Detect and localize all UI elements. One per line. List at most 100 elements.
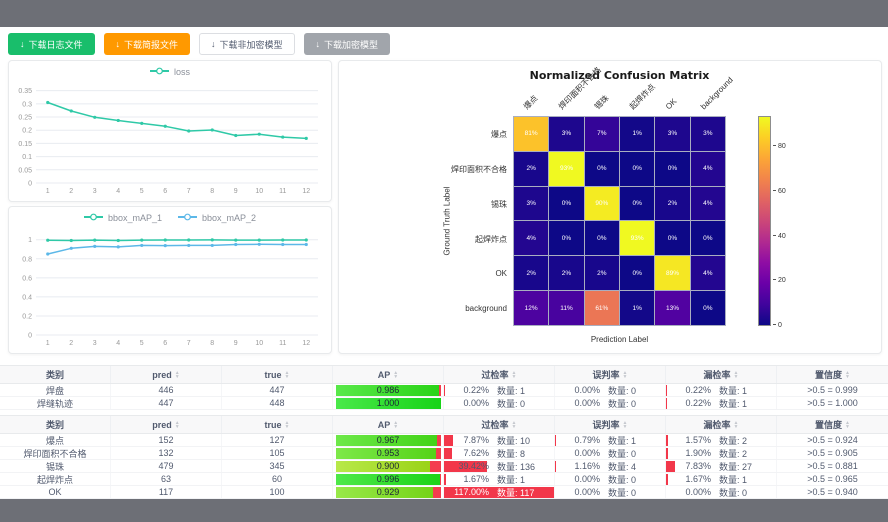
rate-cell: 1.90% 数量: 2 [666, 447, 777, 459]
sort-desc-icon: ▼ [284, 423, 290, 430]
table-row: 焊缝轨迹 447 448 1.000 0.00% 数量: 0 0.00% 数量: 0 0.22%… [0, 397, 888, 410]
download-encrypted-model-button[interactable]: ↓ 下载加密模型 [303, 33, 391, 55]
svg-text:0: 0 [28, 333, 32, 340]
matrix-cell: 2% [514, 151, 549, 186]
download-log-button[interactable]: ↓ 下载日志文件 [8, 33, 95, 55]
column-header-label: 置信度 [815, 370, 843, 380]
ap-cell: 0.967 [333, 434, 444, 446]
matrix-cell-value: 0% [632, 165, 642, 173]
class-name: 焊盘 [0, 384, 111, 396]
sort-desc-icon: ▼ [845, 373, 850, 380]
sort-icon[interactable]: ▲ ▼ [512, 370, 517, 379]
column-header-label: AP [377, 369, 391, 380]
svg-text:11: 11 [279, 340, 286, 347]
sort-icon[interactable]: ▲ ▼ [734, 420, 739, 429]
sort-icon[interactable]: ▲ ▼ [623, 420, 628, 429]
pred-count: 117 [111, 486, 222, 498]
column-header-置信度[interactable]: 置信度 ▲ ▼ [777, 416, 888, 433]
column-header-pred[interactable]: pred ▲ ▼ [111, 416, 222, 433]
sort-icon[interactable]: ▲ ▼ [845, 420, 850, 430]
rate-percent: 7.83% [685, 461, 711, 471]
column-header-pred[interactable]: pred ▲ ▼ [111, 366, 222, 383]
download-unencrypted-model-button[interactable]: ↓ 下载非加密模型 [199, 33, 295, 55]
colorbar-tick [773, 324, 776, 325]
sort-asc-icon: ▲ [733, 369, 739, 376]
column-header-AP[interactable]: AP ▲ ▼ [333, 366, 444, 383]
sort-icon[interactable]: ▲ ▼ [845, 369, 850, 380]
matrix-cell-value: 1% [632, 304, 642, 312]
rate-bar [666, 385, 667, 396]
sort-icon[interactable]: ▲ ▼ [393, 370, 398, 379]
true-count-value: 345 [269, 461, 285, 471]
column-header-AP[interactable]: AP ▲ ▼ [333, 416, 444, 433]
sort-icon[interactable]: ▲ ▼ [623, 370, 628, 379]
ap-bar: 0.929 [335, 486, 441, 498]
legend-item-loss[interactable]: loss [149, 67, 190, 77]
matrix-cell-value: 4% [703, 200, 713, 208]
column-header-漏检率[interactable]: 漏检率 ▲ ▼ [666, 366, 777, 383]
column-header-漏检率[interactable]: 漏检率 ▲ ▼ [666, 416, 777, 433]
column-header-label: true [264, 369, 282, 380]
column-header-true[interactable]: true ▲ ▼ [222, 416, 333, 433]
sort-icon[interactable]: ▲ ▼ [733, 369, 739, 380]
confidence-cell: >0.5 = 0.940 [777, 486, 888, 498]
rate-cell: 1.67% 数量: 1 [666, 473, 777, 485]
svg-text:0.6: 0.6 [22, 275, 32, 282]
rate-bar [444, 448, 453, 459]
legend-label: bbox_mAP_2 [202, 213, 257, 223]
svg-text:10: 10 [255, 340, 263, 347]
rate-bar [555, 461, 557, 472]
legend-item-bbox_mAP_2[interactable]: bbox_mAP_2 [178, 213, 256, 223]
column-header-置信度[interactable]: 置信度 ▲ ▼ [777, 366, 888, 383]
rate-bar [444, 435, 453, 446]
rate-count: 数量: 1 [719, 474, 748, 485]
rate-cell: 0.22% 数量: 1 [666, 397, 777, 409]
metrics-table: 类别 pred ▲ ▼ true ▲ ▼ AP ▲ ▼ 过检率 ▲ ▼ 误判率 ▲ ▼ 漏检率 ▲ ▼ 置信度 ▲ ▼ 焊盘… [0, 365, 888, 410]
matrix-cell-value: 4% [703, 165, 713, 173]
column-header-误判率[interactable]: 误判率 ▲ ▼ [555, 366, 666, 383]
matrix-row-label: OK [495, 268, 507, 278]
true-count: 127 [222, 434, 333, 446]
matrix-cell-value: 0% [667, 165, 678, 173]
column-header-误判率[interactable]: 误判率 ▲ ▼ [555, 416, 666, 433]
sort-asc-icon: ▲ [511, 419, 517, 426]
matrix-cell: 4% [690, 151, 725, 186]
download-report-button[interactable]: ↓ 下载简报文件 [103, 33, 191, 55]
rate-bar [444, 487, 554, 498]
matrix-row-label: background [465, 303, 507, 313]
matrix-cell: 2% [655, 186, 690, 221]
sort-icon[interactable]: ▲ ▼ [175, 420, 180, 429]
rate-cell: 0.00% 数量: 0 [555, 447, 666, 459]
matrix-cell-value: 81% [524, 130, 538, 138]
rate-percent: 7.62% [463, 448, 489, 458]
matrix-cell: 0% [584, 221, 619, 256]
table-row: OK 117 100 0.929 117.00% 数量: 117 0.00% 数量: 0 0.0… [0, 486, 888, 499]
matrix-cell-value: 7% [597, 130, 607, 138]
rate-cell: 0.00% 数量: 0 [555, 473, 666, 485]
column-header-过检率[interactable]: 过检率 ▲ ▼ [444, 366, 555, 383]
sort-desc-icon: ▼ [733, 373, 739, 380]
sort-icon[interactable]: ▲ ▼ [393, 420, 398, 429]
confidence-value: >0.5 = 0.940 [807, 487, 858, 497]
sort-asc-icon: ▲ [845, 369, 850, 376]
matrix-cell-value: 3% [667, 130, 678, 138]
rate-cell: 1.16% 数量: 4 [555, 460, 666, 472]
svg-text:4: 4 [116, 340, 120, 347]
true-count-value: 100 [269, 487, 285, 497]
sort-icon[interactable]: ▲ ▼ [175, 370, 180, 379]
sort-icon[interactable]: ▲ ▼ [511, 419, 517, 429]
loss-line-chart: 00.050.10.150.20.250.30.351 2 3 4 5 6 7 8 9 10 11 1… [18, 88, 318, 195]
pred-count-value: 63 [160, 474, 171, 484]
ap-bar-remainder [439, 384, 441, 396]
matrix-cell-value: 0% [597, 234, 607, 242]
legend-item-bbox_mAP_1[interactable]: bbox_mAP_1 [83, 213, 162, 223]
sort-icon[interactable]: ▲ ▼ [284, 420, 290, 430]
column-header-true[interactable]: true ▲ ▼ [222, 366, 333, 383]
sort-icon[interactable]: ▲ ▼ [285, 370, 290, 379]
table-row: 爆点 152 127 0.967 7.87% 数量: 10 0.79% 数量: 1 1.57% 数… [0, 434, 888, 447]
svg-text:0.3: 0.3 [22, 101, 32, 108]
column-header-label: 置信度 [815, 420, 843, 430]
matrix-column-label: OK [663, 96, 679, 112]
sort-desc-icon: ▼ [845, 423, 850, 430]
column-header-过检率[interactable]: 过检率 ▲ ▼ [444, 416, 555, 433]
